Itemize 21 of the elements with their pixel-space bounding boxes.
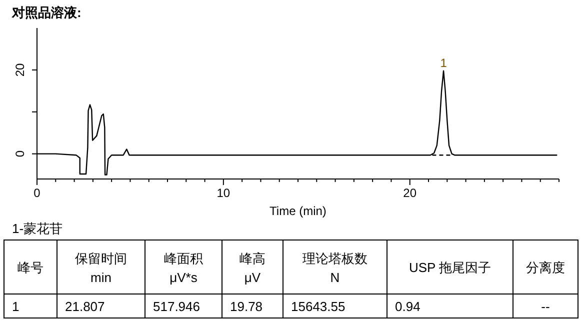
x-tick-label: 20 xyxy=(403,186,417,200)
text: 0.94 xyxy=(395,299,420,314)
x-tick-label: 0 xyxy=(34,186,41,200)
text: -- xyxy=(541,299,550,314)
text: USP 拖尾因子 xyxy=(408,260,492,275)
text: 15643.55 xyxy=(291,299,346,314)
text: 峰高 μV xyxy=(240,251,266,285)
text: 517.946 xyxy=(153,299,200,314)
text: 保留时间 min xyxy=(75,251,127,285)
text: 理论塔板数 N xyxy=(302,251,368,285)
text: 分离度 xyxy=(526,260,565,275)
x-axis-title: Time (min) xyxy=(270,204,326,218)
text: 峰面积 μV*s xyxy=(164,251,203,285)
text: 1-蒙花苷 xyxy=(12,221,63,236)
x-tick-label: 10 xyxy=(216,186,230,200)
text: 19.78 xyxy=(230,299,263,314)
text: 21.807 xyxy=(65,299,105,314)
annotation: 1 xyxy=(440,56,448,70)
text: 峰号 xyxy=(18,260,44,275)
chart-title: 对照品溶液: xyxy=(11,5,82,20)
text: 1 xyxy=(12,299,20,314)
